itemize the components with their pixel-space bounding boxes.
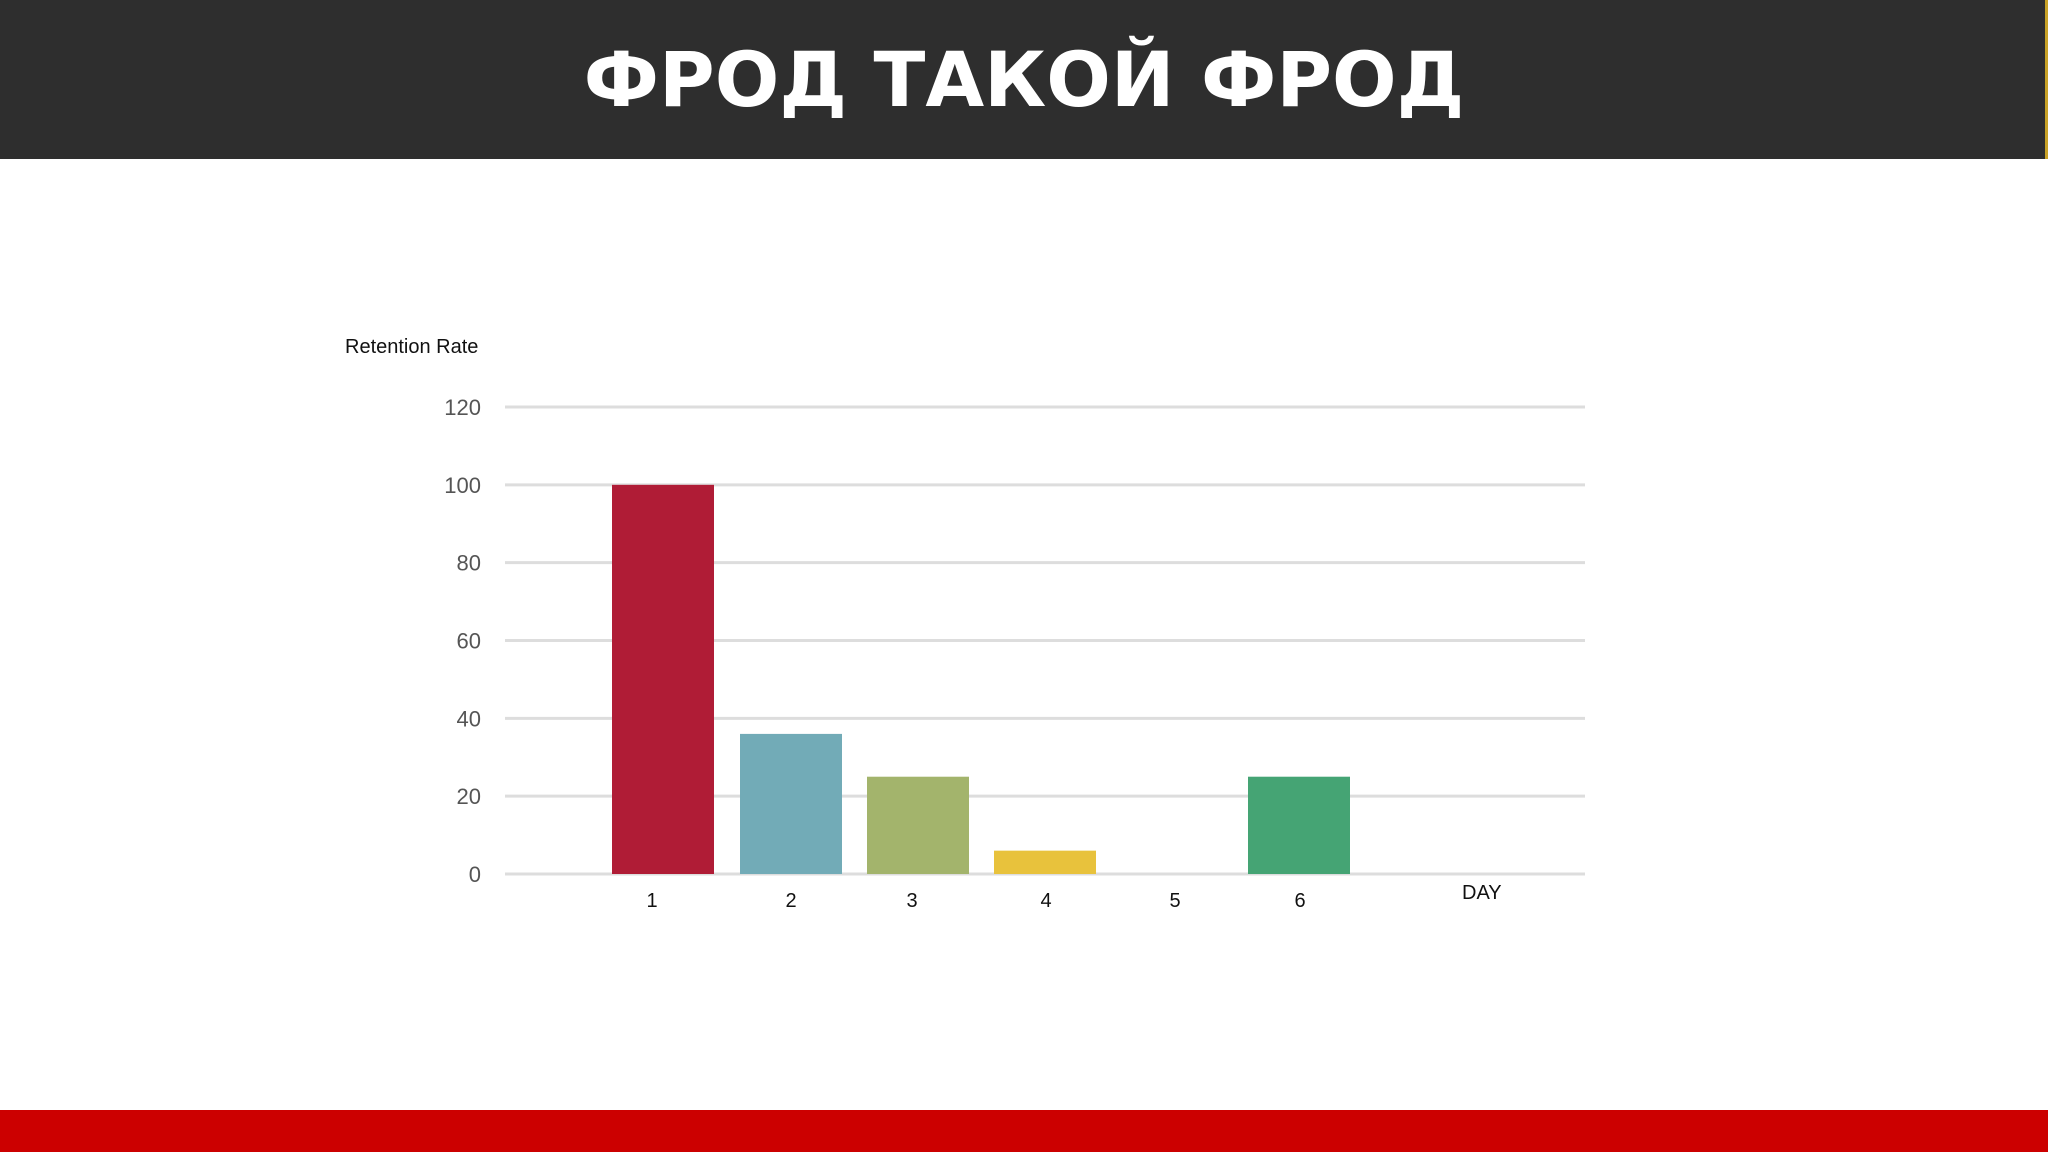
bar-day-3 xyxy=(867,776,969,874)
x-axis-label: DAY xyxy=(1462,882,1502,904)
y-tick-label: 40 xyxy=(457,706,481,731)
x-tick-label: 6 xyxy=(1294,890,1305,912)
bar-day-4 xyxy=(994,850,1096,874)
header-bar xyxy=(0,0,2048,159)
y-tick-label: 20 xyxy=(457,784,481,809)
header-accent-line xyxy=(2045,0,2048,159)
y-tick-label: 80 xyxy=(457,551,481,576)
x-tick-label: 1 xyxy=(646,890,657,912)
x-tick-label: 3 xyxy=(906,890,917,912)
y-tick-label: 120 xyxy=(444,395,481,420)
y-tick-label: 100 xyxy=(444,473,481,498)
y-axis-label: Retention Rate xyxy=(345,336,479,358)
bar-day-2 xyxy=(740,733,842,874)
y-tick-label: 60 xyxy=(457,629,481,654)
x-tick-label: 4 xyxy=(1040,890,1051,912)
bar-day-1 xyxy=(612,484,714,874)
x-tick-label: 2 xyxy=(785,890,796,912)
slide-title: ФРОД ТАКОЙ ФРОД xyxy=(583,35,1465,124)
y-tick-label: 0 xyxy=(469,862,481,887)
footer-bar xyxy=(0,1110,2048,1152)
bar-day-6 xyxy=(1248,776,1350,874)
x-tick-label: 5 xyxy=(1169,890,1180,912)
